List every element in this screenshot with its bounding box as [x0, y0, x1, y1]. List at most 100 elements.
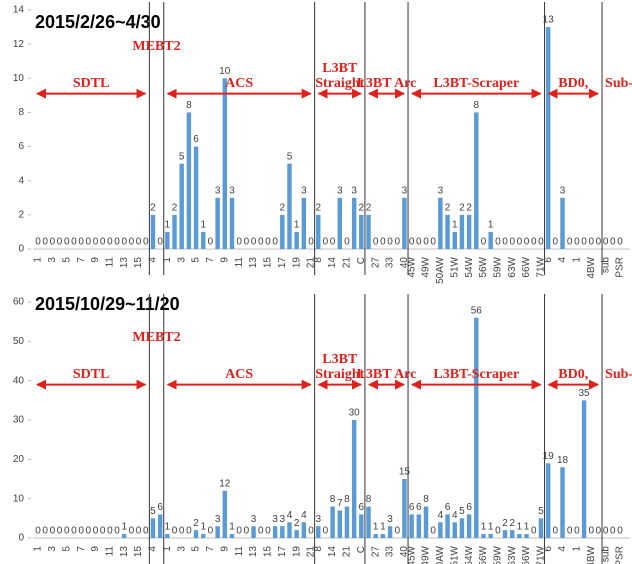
value-label: 0 [100, 526, 106, 537]
x-tick-label: 15 [133, 546, 144, 558]
value-label: 0 [136, 526, 142, 537]
section-label-box: Sub- [605, 367, 632, 382]
x-tick-label: 1 [162, 546, 173, 552]
y-tick-label: 30 [13, 415, 25, 426]
section-label: L3BT-Scraper [433, 366, 520, 382]
y-tick-label: 10 [13, 493, 25, 504]
bar [330, 506, 335, 538]
x-tick-label: PSR [615, 546, 626, 564]
bar [150, 214, 156, 249]
value-label: 0 [509, 237, 515, 248]
y-tick-label: 6 [18, 141, 24, 152]
x-tick-label: 45W [406, 256, 417, 277]
bar [186, 112, 192, 249]
value-label: 2 [366, 202, 372, 213]
bar [294, 530, 299, 538]
x-tick-label: 1 [33, 257, 44, 263]
y-tick-label: 14 [13, 5, 25, 16]
value-label: 0 [78, 237, 84, 248]
value-label: 1 [488, 522, 494, 533]
y-tick-label: 50 [13, 336, 25, 347]
x-tick-label: 3 [47, 257, 58, 263]
x-tick-label: 17 [277, 257, 288, 269]
value-label: 0 [380, 237, 386, 248]
x-tick-label: 21 [306, 257, 317, 269]
x-tick-label: 14 [327, 257, 338, 269]
x-tick-label: 33 [385, 257, 396, 269]
value-label: 8 [186, 100, 192, 111]
section-label: L3BT Arc [356, 75, 417, 91]
x-tick-label: 17 [277, 546, 288, 558]
value-label: 6 [445, 502, 451, 513]
value-label: 30 [349, 408, 361, 419]
bar [193, 530, 199, 538]
bar [165, 534, 170, 538]
value-label: 0 [574, 237, 580, 248]
value-label: 1 [524, 522, 530, 533]
y-tick-label: 0 [18, 244, 24, 255]
bar [359, 214, 364, 249]
bar [481, 534, 486, 538]
value-label: 0 [78, 526, 84, 537]
value-label: 12 [219, 478, 231, 489]
value-label: 0 [344, 237, 350, 248]
bar [222, 490, 228, 538]
value-label: 0 [244, 237, 250, 248]
x-tick-label: 59W [492, 545, 503, 564]
x-tick-label: 8 [313, 546, 324, 552]
bar [387, 526, 393, 538]
value-label: 4 [438, 510, 444, 521]
value-label: 0 [64, 526, 70, 537]
value-label: 0 [71, 237, 77, 248]
x-tick-label: 45W [406, 545, 417, 564]
value-label: 3 [229, 185, 235, 196]
bar [359, 514, 364, 538]
bar [294, 231, 299, 249]
section-label: MEBT2 [132, 38, 181, 54]
bar [560, 467, 565, 538]
x-tick-label: 1 [572, 546, 583, 552]
value-label: 0 [495, 237, 501, 248]
x-tick-label: 21 [306, 546, 317, 558]
value-label: 3 [337, 185, 343, 196]
value-label: 5 [150, 506, 156, 517]
value-label: 0 [121, 237, 127, 248]
value-label: 0 [588, 526, 594, 537]
y-tick-label: 8 [18, 107, 24, 118]
section-label-box: SDTL [73, 76, 110, 91]
section-label-box: ACS [225, 76, 253, 91]
section-label: BD0, [558, 75, 589, 91]
y-tick-label: 12 [13, 39, 25, 50]
x-tick-label: sub [600, 546, 611, 563]
x-tick-label: 59W [492, 256, 503, 277]
value-label: 0 [265, 526, 271, 537]
value-label: 0 [258, 526, 264, 537]
value-label: 0 [244, 526, 250, 537]
value-label: 0 [581, 237, 587, 248]
x-tick-label: 11 [234, 257, 245, 268]
bar [172, 214, 177, 249]
x-tick-label: 8 [313, 257, 324, 263]
x-tick-label: 5 [61, 257, 72, 263]
value-label: 0 [531, 526, 537, 537]
value-label: 2 [315, 202, 321, 213]
section-label-box: L3BT-Scraper [433, 366, 520, 382]
x-tick-label: 5 [191, 546, 202, 552]
value-label: 6 [193, 134, 199, 145]
value-label: 0 [430, 237, 436, 248]
value-label: 8 [366, 494, 372, 505]
value-label: 5 [179, 151, 185, 162]
bar [545, 27, 551, 250]
section-label: ACS [225, 366, 254, 382]
x-tick-label: 66W [521, 256, 532, 277]
x-tick-label: 54W [464, 256, 475, 277]
chart-title: 2015/10/29~11/20 [35, 294, 180, 314]
value-label: 3 [387, 514, 393, 525]
value-label: 0 [143, 237, 149, 248]
x-tick-label: 7 [76, 546, 87, 552]
value-label: 0 [100, 237, 106, 248]
x-tick-label: 51W [449, 256, 460, 277]
bar [402, 197, 407, 249]
x-tick-label: 4 [148, 257, 159, 263]
value-label: 0 [481, 237, 487, 248]
